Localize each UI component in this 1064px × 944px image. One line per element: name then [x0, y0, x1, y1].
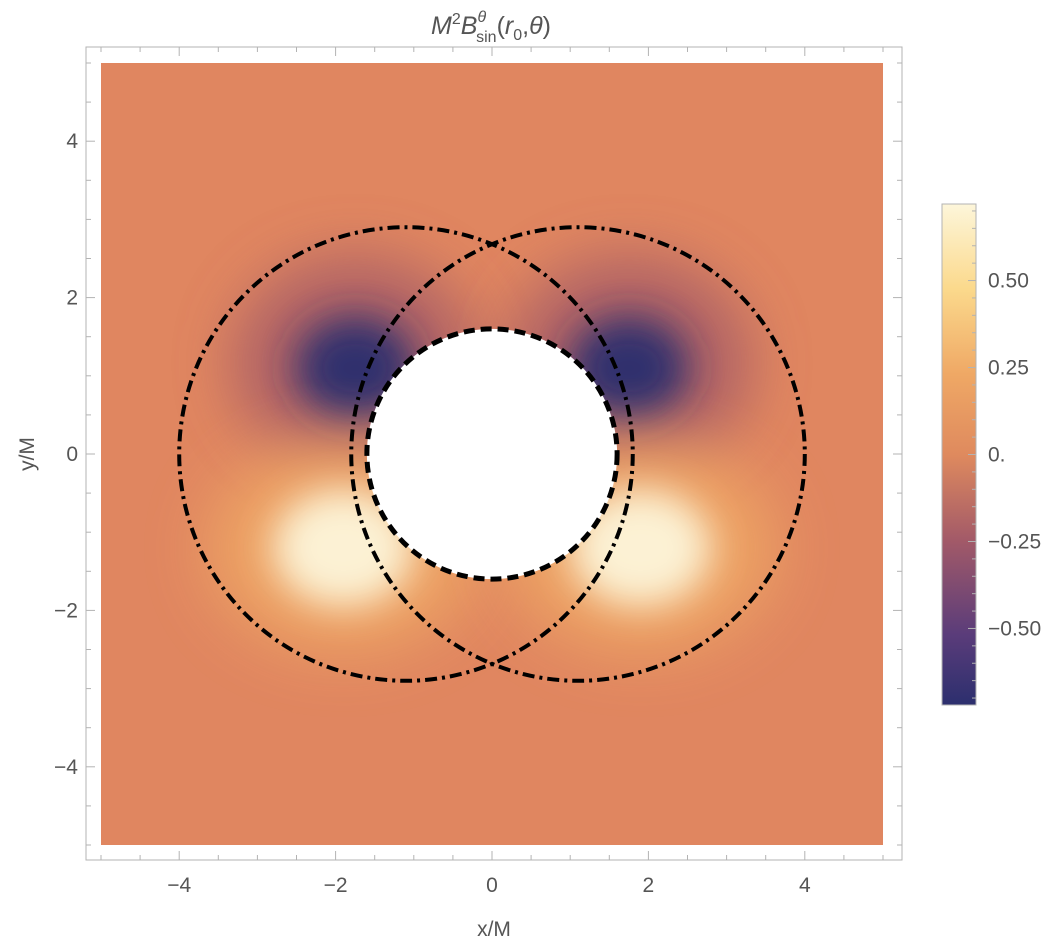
- positive-lobe-core: [570, 489, 711, 607]
- x-tick-label: 2: [643, 874, 655, 897]
- chart-title: M2Bθ sin(r0,θ): [431, 9, 551, 46]
- title-args-close: ): [543, 12, 551, 40]
- title-symbol: B: [461, 12, 478, 40]
- y-tick-label: 2: [66, 287, 78, 310]
- colorbar-tick-label: −0.25: [988, 530, 1041, 553]
- title-symbol-sub: sin: [476, 29, 496, 46]
- title-base: M: [431, 12, 452, 40]
- positive-lobe-core: [273, 489, 414, 607]
- x-tick-label: −4: [167, 874, 191, 897]
- heatmap-field: [101, 63, 883, 845]
- x-tick-label: 0: [486, 874, 498, 897]
- title-base-sup: 2: [452, 11, 461, 28]
- colorbar-tick-label: 0.: [988, 444, 1006, 467]
- colorbar-tick-label: 0.50: [988, 270, 1029, 293]
- x-tick-label: 4: [799, 874, 811, 897]
- y-axis-label: y/M: [16, 437, 39, 471]
- colorbar-tick-label: 0.25: [988, 357, 1029, 380]
- colorbar-tick-label: −0.50: [988, 617, 1041, 640]
- dashdot-orbit-circle: [177, 225, 635, 683]
- x-tick-label: −2: [324, 874, 348, 897]
- contour-circles: [177, 225, 807, 683]
- excluded-region: [366, 328, 618, 580]
- title-symbol-sup: θ: [477, 9, 486, 26]
- y-tick-label: −4: [54, 756, 78, 779]
- colorbar-ticks: 0.50 0.25 0. −0.25 −0.50: [968, 210, 1041, 699]
- horizon-dashed-circle: [364, 326, 620, 582]
- x-axis-ticks: −4 −2 0 2 4: [100, 47, 884, 897]
- y-tick-label: −2: [54, 599, 78, 622]
- x-axis-label: x/M: [477, 918, 511, 941]
- colorbar: 0.50 0.25 0. −0.25 −0.50: [941, 203, 1041, 706]
- title-arg2: θ: [529, 12, 543, 40]
- colorbar-gradient: [941, 203, 977, 706]
- y-tick-label: 4: [66, 130, 78, 153]
- title-args-sep: ,: [522, 12, 529, 40]
- title-args-open: (: [497, 12, 506, 40]
- y-tick-label: 0: [66, 443, 78, 466]
- title-arg1: r: [505, 12, 515, 40]
- y-axis-ticks: −4 −2 0 2 4: [54, 62, 902, 846]
- dashdot-orbit-circle: [349, 225, 807, 683]
- title-arg1-sub: 0: [513, 27, 522, 44]
